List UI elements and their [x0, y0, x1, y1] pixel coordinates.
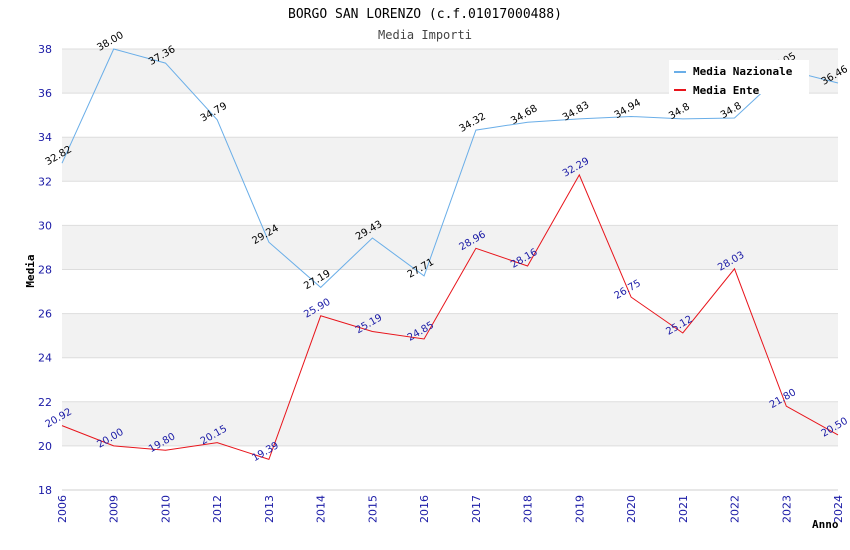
x-tick-label: 2015 — [366, 495, 379, 523]
y-tick-label: 34 — [38, 131, 52, 144]
legend: Media Nazionale Media Ente — [669, 60, 809, 97]
x-tick-label: 2006 — [56, 495, 69, 523]
grid-band — [62, 225, 838, 270]
y-axis-ticks: 18 20 22 24 26 28 30 32 34 36 38 — [38, 43, 52, 497]
x-tick-label: 2016 — [418, 495, 431, 523]
x-tick-label: 2009 — [108, 495, 121, 523]
x-axis-label: Anno — [812, 518, 839, 531]
x-axis-ticks: 2006 2009 2010 2012 2013 2014 2015 2016 2017 2018… — [56, 495, 845, 523]
series-lines — [61, 48, 839, 461]
grid-band — [62, 269, 838, 314]
y-axis-label: Media — [24, 254, 37, 287]
series-line-media-ente — [61, 173, 839, 461]
series-line-media-nazionale — [61, 48, 839, 289]
y-tick-label: 22 — [38, 396, 52, 409]
y-tick-label: 36 — [38, 87, 52, 100]
grid-band — [62, 137, 838, 182]
x-tick-label: 2013 — [263, 495, 276, 523]
x-tick-label: 2018 — [522, 495, 535, 523]
x-tick-label: 2023 — [780, 495, 793, 523]
x-tick-label: 2014 — [315, 495, 328, 523]
legend-label-media-ente: Media Ente — [693, 84, 760, 97]
grid-band — [62, 445, 838, 490]
y-tick-label: 30 — [38, 219, 52, 232]
y-tick-label: 38 — [38, 43, 52, 56]
x-tick-label: 2021 — [677, 495, 690, 523]
x-tick-label: 2017 — [470, 495, 483, 523]
x-tick-label: 2020 — [625, 495, 638, 523]
y-tick-label: 24 — [38, 352, 52, 365]
grid-band — [62, 93, 838, 138]
legend-background — [669, 60, 809, 94]
x-tick-label: 2019 — [573, 495, 586, 523]
grid-band — [62, 401, 838, 446]
x-tick-label: 2010 — [159, 495, 172, 523]
chart-subtitle: Media Importi — [378, 28, 472, 42]
y-tick-label: 20 — [38, 440, 52, 453]
grid-band — [62, 313, 838, 358]
y-tick-label: 18 — [38, 484, 52, 497]
x-tick-label: 2022 — [729, 495, 742, 523]
legend-label-media-nazionale: Media Nazionale — [693, 65, 793, 78]
y-tick-label: 26 — [38, 308, 52, 321]
y-tick-label: 28 — [38, 264, 52, 277]
grid-bands — [62, 49, 838, 490]
y-tick-label: 32 — [38, 175, 52, 188]
x-tick-label: 2012 — [211, 495, 224, 523]
grid-band — [62, 357, 838, 402]
x-tick-label: 2024 — [832, 495, 845, 523]
chart-title: BORGO SAN LORENZO (c.f.01017000488) — [288, 7, 562, 22]
